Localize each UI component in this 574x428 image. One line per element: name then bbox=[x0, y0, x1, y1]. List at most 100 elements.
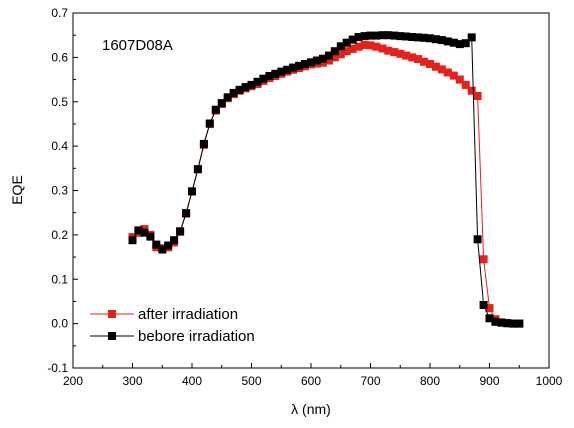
data-point bbox=[152, 240, 161, 249]
data-point bbox=[503, 319, 512, 328]
data-point bbox=[360, 32, 369, 41]
data-point bbox=[408, 33, 417, 41]
data-point bbox=[485, 314, 494, 323]
data-point bbox=[420, 33, 429, 42]
y-axis-title: EQE bbox=[9, 175, 25, 205]
y-tick-label: 0.2 bbox=[51, 228, 68, 242]
data-point bbox=[443, 68, 452, 77]
data-point bbox=[390, 48, 399, 57]
data-point bbox=[366, 41, 375, 50]
series-1 bbox=[128, 31, 524, 328]
data-point bbox=[402, 32, 411, 41]
data-point bbox=[473, 235, 482, 244]
legend: after irradiation bebore irradiation bbox=[90, 306, 255, 345]
data-point bbox=[289, 63, 298, 72]
data-point bbox=[170, 236, 179, 245]
y-tick-label: 0.6 bbox=[51, 50, 68, 64]
axis-ticks: 200 300 400 500 600 700 800 900 1000 -0.1 0.0 0.1 0.… bbox=[47, 6, 562, 388]
data-point bbox=[461, 39, 470, 48]
data-point bbox=[318, 54, 327, 63]
data-point bbox=[431, 62, 440, 71]
data-point bbox=[408, 53, 417, 62]
data-point bbox=[259, 74, 268, 83]
data-point bbox=[295, 61, 304, 70]
data-point bbox=[390, 31, 399, 40]
data-point bbox=[420, 57, 429, 66]
data-point bbox=[307, 58, 315, 67]
data-point bbox=[372, 42, 381, 51]
data-point bbox=[336, 50, 345, 59]
y-tick-label: 0.4 bbox=[51, 139, 68, 153]
data-point bbox=[193, 165, 202, 174]
x-tick-label: 700 bbox=[360, 374, 380, 388]
data-point bbox=[312, 56, 321, 65]
legend-label-after: after irradiation bbox=[138, 306, 238, 323]
data-point bbox=[449, 38, 458, 47]
data-point bbox=[366, 31, 375, 40]
data-point bbox=[158, 245, 167, 254]
data-point bbox=[354, 33, 363, 41]
data-point bbox=[277, 67, 286, 76]
data-point bbox=[437, 36, 446, 45]
series-layer bbox=[128, 31, 524, 328]
data-point bbox=[182, 209, 191, 218]
data-point bbox=[188, 187, 196, 196]
data-point bbox=[342, 38, 351, 47]
y-tick-label: 0.5 bbox=[51, 95, 68, 109]
data-point bbox=[491, 317, 500, 326]
y-tick-label: -0.1 bbox=[47, 361, 68, 375]
data-point bbox=[330, 47, 339, 56]
y-tick-label: 0.0 bbox=[51, 317, 68, 331]
data-point bbox=[443, 37, 452, 46]
data-point bbox=[437, 65, 446, 74]
data-point bbox=[455, 75, 464, 84]
x-axis-title: λ (nm) bbox=[291, 401, 331, 417]
data-point bbox=[449, 71, 458, 80]
data-point bbox=[384, 46, 393, 55]
data-point bbox=[348, 35, 357, 44]
data-point bbox=[414, 55, 423, 64]
data-point bbox=[485, 304, 494, 313]
series-0 bbox=[128, 40, 524, 328]
data-point bbox=[301, 60, 309, 68]
data-point bbox=[134, 226, 143, 235]
data-point bbox=[467, 33, 476, 42]
data-point bbox=[360, 40, 369, 49]
data-point bbox=[229, 88, 238, 97]
x-tick-label: 300 bbox=[122, 374, 142, 388]
data-point bbox=[509, 319, 518, 328]
data-point bbox=[515, 319, 524, 328]
data-point bbox=[265, 72, 274, 80]
y-tick-label: 0.3 bbox=[51, 184, 68, 198]
series-line bbox=[132, 44, 520, 325]
data-point bbox=[396, 32, 405, 41]
data-point bbox=[473, 92, 482, 100]
data-point bbox=[378, 31, 387, 40]
data-point bbox=[271, 69, 280, 78]
data-point bbox=[461, 80, 470, 89]
data-point bbox=[402, 51, 411, 60]
data-point bbox=[330, 53, 339, 62]
data-point bbox=[128, 236, 137, 245]
x-tick-label: 200 bbox=[63, 374, 83, 388]
data-point bbox=[253, 77, 262, 86]
x-tick-label: 500 bbox=[241, 374, 261, 388]
data-point bbox=[164, 241, 173, 250]
x-tick-label: 400 bbox=[182, 374, 202, 388]
data-point bbox=[348, 44, 357, 53]
y-tick-label: 0.7 bbox=[51, 6, 68, 20]
data-point bbox=[414, 33, 423, 42]
legend-marker-before bbox=[108, 332, 116, 340]
data-point bbox=[342, 47, 351, 56]
legend-marker-after bbox=[108, 310, 116, 318]
data-point bbox=[396, 49, 405, 58]
legend-label-before: bebore irradiation bbox=[138, 328, 255, 345]
data-point bbox=[384, 31, 393, 40]
data-point bbox=[372, 31, 381, 40]
data-point bbox=[283, 65, 292, 74]
x-tick-label: 900 bbox=[479, 374, 499, 388]
data-point bbox=[431, 35, 440, 44]
data-point bbox=[176, 227, 185, 236]
annotation-label: 1607D08A bbox=[102, 37, 173, 54]
y-tick-label: 0.1 bbox=[51, 272, 68, 286]
